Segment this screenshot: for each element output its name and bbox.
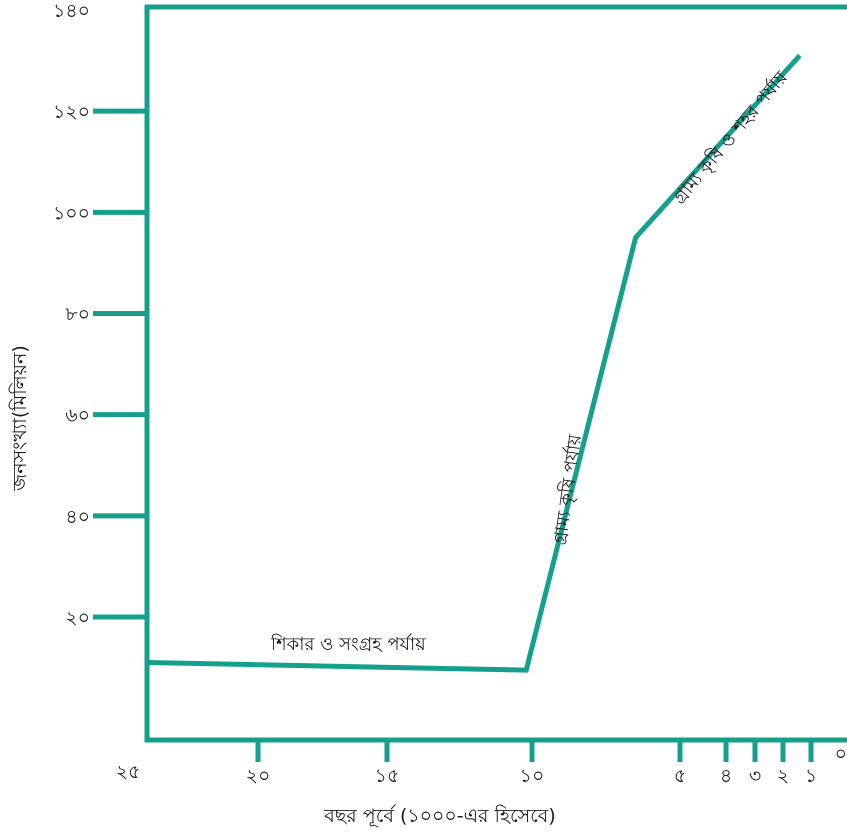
x-tick-label: ২০ <box>246 765 271 787</box>
phase-annotation: গ্রাম্য কৃষি ও শহর পর্যায় <box>668 67 792 209</box>
y-tick-label: ১৪০ <box>53 0 90 22</box>
series-layer <box>146 53 802 673</box>
y-tick-label: ৮০ <box>65 304 90 326</box>
y-tick-label: ১২০ <box>53 101 90 123</box>
x-tick-label: ২৫ <box>116 761 141 783</box>
x-tick-label: ৩ <box>749 765 761 787</box>
y-axis-ticks: ২০ ৪০ ৬০ ৮০ ১০০ ১২০ ১৪০ <box>53 0 148 629</box>
y-tick-label: ১০০ <box>53 202 90 224</box>
x-tick-label: ৪ <box>720 765 732 787</box>
x-axis-title: বছর পূর্বে (১০০০-এর হিসেবে) <box>323 804 556 827</box>
x-tick-label: ১৫ <box>375 765 400 787</box>
y-axis-title: জনসংখ্যা(মিলিয়ন) <box>9 345 31 492</box>
y-tick-label: ২০ <box>65 607 90 629</box>
x-axis-ticks: ২৫ ২০ ১৫ ১০ ৫ ৪ ৩ ২ ১০ <box>116 740 847 787</box>
phase-annotation: গ্রাম্য কৃষি পর্যায় <box>549 433 587 547</box>
x-tick-label: ১ <box>805 765 817 787</box>
phase-annotation: শিকার ও সংগ্রহ পর্যায় <box>270 633 426 655</box>
x-tick-label: ৫ <box>674 765 686 787</box>
y-tick-label: ৬০ <box>65 405 90 427</box>
population-line <box>146 53 802 673</box>
annotations-layer: শিকার ও সংগ্রহ পর্যায় গ্রাম্য কৃষি পর্যা… <box>270 67 793 655</box>
x-tick-label: ২ <box>777 765 789 787</box>
y-tick-label: ৪০ <box>65 506 90 528</box>
x-tick-label: ০ <box>835 743 847 765</box>
x-tick-label: ১০ <box>520 765 545 787</box>
